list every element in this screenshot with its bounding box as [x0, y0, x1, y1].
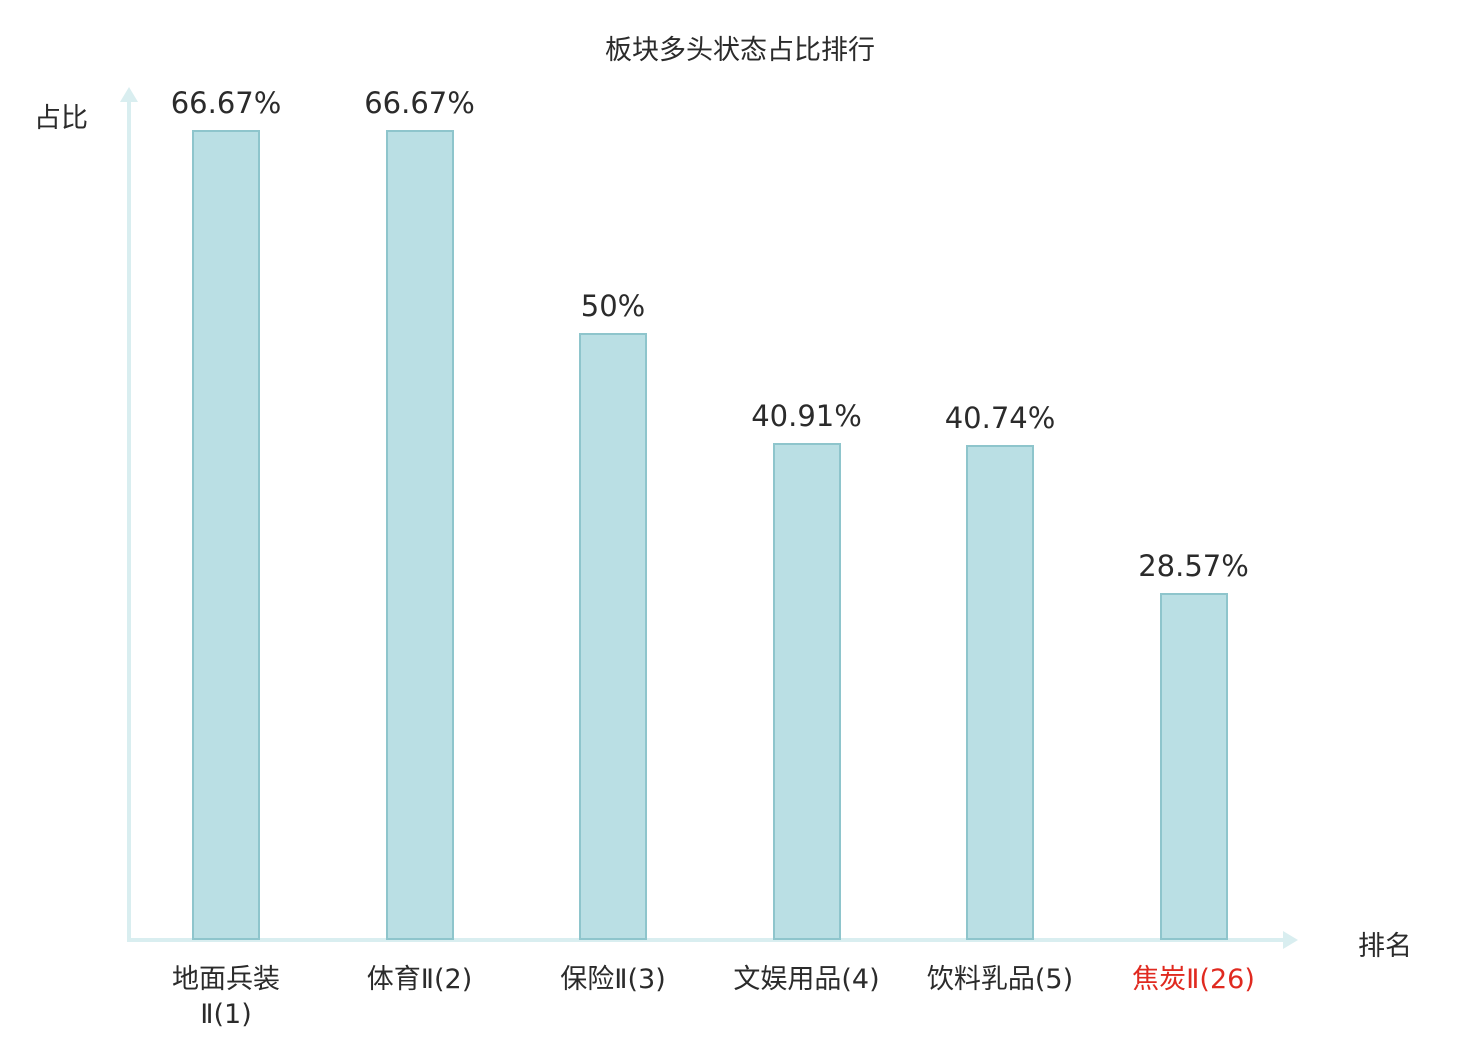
y-axis-line	[120, 87, 138, 942]
bar-value-label: 40.91%	[751, 399, 862, 433]
category-label: 饮料乳品(5)	[926, 964, 1074, 995]
bar-value-label: 66.67%	[364, 86, 475, 120]
bar-3	[579, 333, 647, 940]
x-axis-label: 排名	[1358, 931, 1412, 962]
category-label: 焦炭Ⅱ(26)	[1132, 964, 1255, 995]
bar-4	[772, 443, 841, 940]
y-axis-arrow-icon	[120, 87, 138, 102]
category-label: 文娱用品(4)	[733, 964, 880, 995]
bar-6	[1159, 593, 1228, 940]
category-label: 保险Ⅱ(3)	[560, 964, 666, 995]
bar-value-label: 28.57%	[1138, 549, 1249, 583]
x-axis-arrow-icon	[1283, 931, 1298, 949]
bar-value-label: 66.67%	[170, 86, 282, 120]
bar-value-label: 50%	[580, 289, 646, 323]
category-label: 体育Ⅱ(2)	[366, 964, 473, 995]
bar-2	[385, 130, 454, 940]
bar-5	[966, 445, 1034, 940]
category-label: 地面兵装 Ⅱ(1)	[172, 964, 280, 1031]
bar-1	[192, 130, 260, 940]
chart-title: 板块多头状态占比排行	[605, 35, 875, 66]
bar-value-label: 40.74%	[944, 401, 1056, 435]
y-axis-label: 占比	[34, 103, 88, 134]
x-axis-line	[127, 931, 1298, 949]
